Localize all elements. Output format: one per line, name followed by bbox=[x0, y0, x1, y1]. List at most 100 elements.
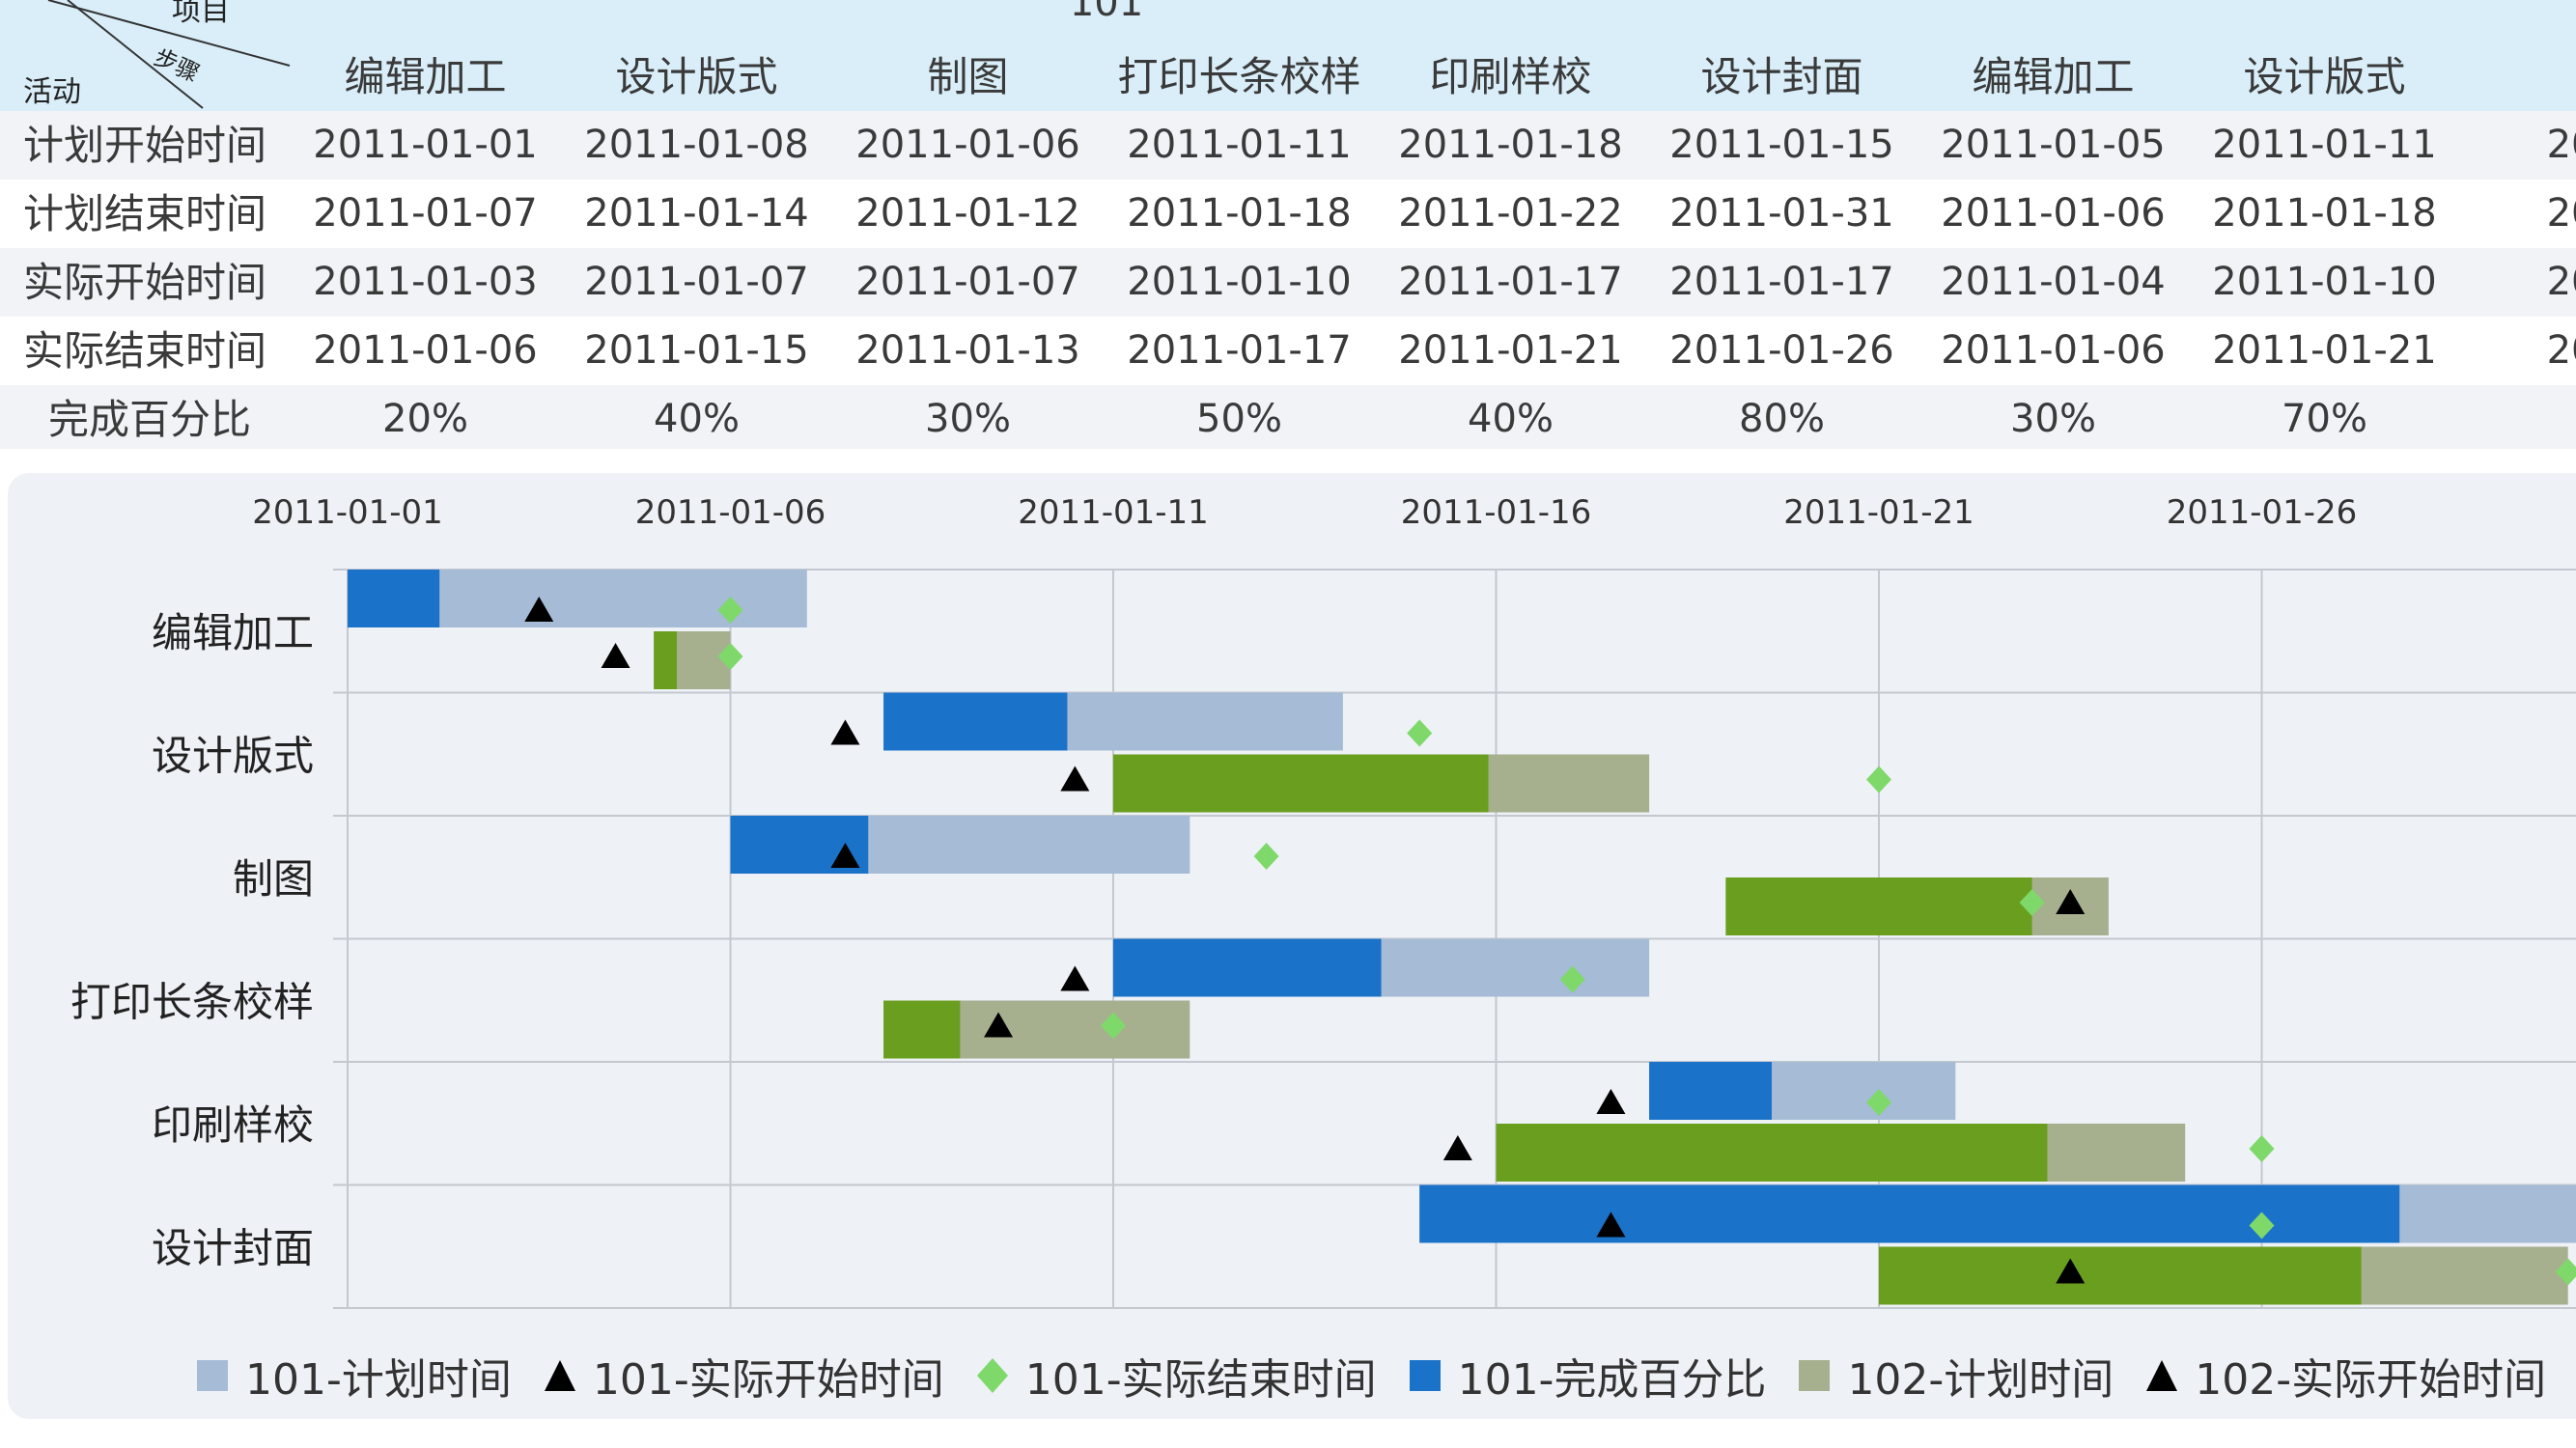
actual-start-marker-102 bbox=[984, 1012, 1014, 1038]
legend-label: 101-实际结束时间 bbox=[1024, 1355, 1377, 1405]
actual-start-marker-101 bbox=[830, 719, 860, 745]
table-cell: 2011-01-01 bbox=[313, 123, 538, 167]
table-cell: 2011-01-06 bbox=[313, 328, 538, 373]
table-cell: 2011 bbox=[2546, 328, 2576, 373]
actual-end-marker-102 bbox=[2249, 1135, 2275, 1162]
y-category-label: 设计封面 bbox=[152, 1224, 314, 1271]
percent-bar-102 bbox=[1113, 754, 1489, 813]
table-cell: 2011-01-22 bbox=[1398, 191, 1623, 236]
table-cell: 2011-01-10 bbox=[2212, 260, 2437, 304]
legend-swatch-plan-101 bbox=[197, 1360, 228, 1391]
table-cell: 2011-01-06 bbox=[1941, 328, 2166, 373]
corner-diagonal-lines bbox=[47, 0, 291, 109]
actual-end-marker-101 bbox=[717, 597, 743, 624]
percent-bar-102 bbox=[654, 631, 677, 689]
table-row-band bbox=[0, 248, 2576, 317]
x-tick-label: 2011-01-11 bbox=[1018, 493, 1209, 532]
corner-label-activity: 活动 bbox=[23, 75, 81, 109]
legend-diamond-icon bbox=[976, 1358, 1008, 1393]
row-label: 计划开始时间 bbox=[22, 122, 266, 169]
table-cell: 2011-01-21 bbox=[2212, 328, 2437, 373]
percent-bar-102 bbox=[1879, 1246, 2362, 1305]
row-label: 实际开始时间 bbox=[22, 259, 266, 306]
chart-legend: 101-计划时间 101-实际开始时间 101-实际结束时间 101-完成百分比 102… bbox=[193, 1347, 2575, 1405]
legend-item: 102-计划时间 bbox=[1795, 1345, 2114, 1406]
table-cell: 2011-01-07 bbox=[313, 191, 538, 236]
legend-label: 101-计划时间 bbox=[245, 1355, 512, 1405]
legend-item: 101-完成百分比 bbox=[1406, 1345, 1767, 1406]
percent-bar-102 bbox=[883, 1000, 961, 1059]
table-cell: 2011-01-14 bbox=[584, 191, 809, 236]
actual-end-marker-101 bbox=[1559, 965, 1585, 993]
legend-swatch-plan-102 bbox=[1799, 1360, 1831, 1391]
table-cell: 2011-01-18 bbox=[1127, 191, 1352, 236]
table-cell: 2011-01-07 bbox=[584, 260, 809, 304]
percent-bar-101 bbox=[1113, 938, 1382, 997]
actual-start-marker-101 bbox=[1596, 1089, 1626, 1114]
data-table: 项目 步骤 活动 101 编辑加工 设计版式 制图 打印长条校样 印刷样校 设计封面 编辑加… bbox=[0, 0, 2576, 449]
table-cell: 2011-01-17 bbox=[1398, 260, 1623, 304]
y-category-label: 印刷样校 bbox=[152, 1101, 314, 1149]
row-label: 计划结束时间 bbox=[22, 190, 266, 237]
percent-bar-102 bbox=[1725, 877, 2032, 935]
legend-label: 101-实际开始时间 bbox=[592, 1355, 944, 1405]
table-cell: 2011-01-11 bbox=[1127, 123, 1352, 167]
y-category-label: 设计版式 bbox=[152, 732, 314, 779]
column-header: 设计版式 bbox=[615, 53, 778, 100]
actual-end-marker-102 bbox=[2019, 889, 2045, 916]
legend-swatch-percent-101 bbox=[1409, 1360, 1441, 1391]
table-cell: 2011-01-17 bbox=[1127, 328, 1352, 373]
table-cell: 2011-01-15 bbox=[584, 328, 809, 373]
table-cell: 2011-01-18 bbox=[2212, 191, 2437, 236]
y-category-label: 打印长条校样 bbox=[70, 978, 314, 1025]
table-cell: 2011-01-17 bbox=[1669, 260, 1894, 304]
table-cell: 2011-01-10 bbox=[1127, 260, 1352, 304]
table-cell: 20% bbox=[382, 397, 468, 441]
corner-label-item: 项目 bbox=[172, 0, 230, 28]
table-row-band bbox=[0, 180, 2576, 248]
percent-bar-101 bbox=[348, 570, 440, 627]
legend-triangle-icon bbox=[544, 1360, 575, 1391]
table-cell: 2011-01-26 bbox=[1669, 328, 1894, 373]
table-cell: 2011-01-18 bbox=[1398, 123, 1623, 167]
x-tick-label: 2011-01-01 bbox=[252, 493, 443, 532]
table-cell: 2011-01-06 bbox=[855, 123, 1080, 167]
column-header: 编辑加工 bbox=[1972, 53, 2135, 100]
actual-start-marker-102 bbox=[1442, 1135, 1472, 1160]
percent-bar-102 bbox=[1496, 1124, 2048, 1182]
table-cell: 2011-01-15 bbox=[1669, 123, 1894, 167]
table-cell: 2011-01-12 bbox=[855, 191, 1080, 236]
table-cell: 80% bbox=[1739, 397, 1825, 441]
column-header: 编辑加工 bbox=[344, 53, 507, 100]
table-cell: 30% bbox=[2010, 397, 2096, 441]
actual-start-marker-102 bbox=[1060, 766, 1090, 792]
percent-bar-101 bbox=[1649, 1062, 1772, 1120]
legend-label: 102-实际开始时间 bbox=[2195, 1355, 2547, 1405]
y-category-label: 编辑加工 bbox=[152, 609, 314, 656]
table-cell: 2011 bbox=[2546, 123, 2576, 167]
table-cell: 30% bbox=[925, 397, 1011, 441]
actual-end-marker-101 bbox=[1407, 719, 1433, 747]
actual-start-marker-101 bbox=[524, 597, 554, 622]
table-cell: 2011-01-07 bbox=[855, 260, 1080, 304]
column-header: 打印长条校样 bbox=[1117, 53, 1361, 100]
percent-bar-101 bbox=[883, 692, 1068, 751]
actual-end-marker-102 bbox=[2555, 1258, 2576, 1286]
actual-end-marker-102 bbox=[717, 643, 743, 670]
table-header-band bbox=[0, 0, 2576, 111]
row-label: 实际结束时间 bbox=[22, 327, 266, 375]
column-header: 设计版式 bbox=[2243, 53, 2406, 100]
actual-end-marker-101 bbox=[1253, 843, 1279, 870]
legend-label: 101-完成百分比 bbox=[1457, 1355, 1767, 1405]
x-tick-label: 2011-01-16 bbox=[1401, 493, 1592, 532]
table-row-band bbox=[0, 385, 2576, 449]
actual-end-marker-101 bbox=[1866, 1089, 1891, 1116]
table-cell: 2011-01-08 bbox=[584, 123, 809, 167]
table-cell: 70% bbox=[2282, 397, 2367, 441]
legend-item: 101-计划时间 bbox=[193, 1345, 512, 1406]
legend-label: 102-计划时间 bbox=[1847, 1355, 2114, 1405]
actual-start-marker-101 bbox=[1596, 1211, 1626, 1238]
legend-item: 102-实际开始时间 bbox=[2142, 1345, 2546, 1406]
legend-triangle-icon bbox=[2146, 1360, 2178, 1391]
table-cell: 2011-01-03 bbox=[313, 260, 538, 304]
